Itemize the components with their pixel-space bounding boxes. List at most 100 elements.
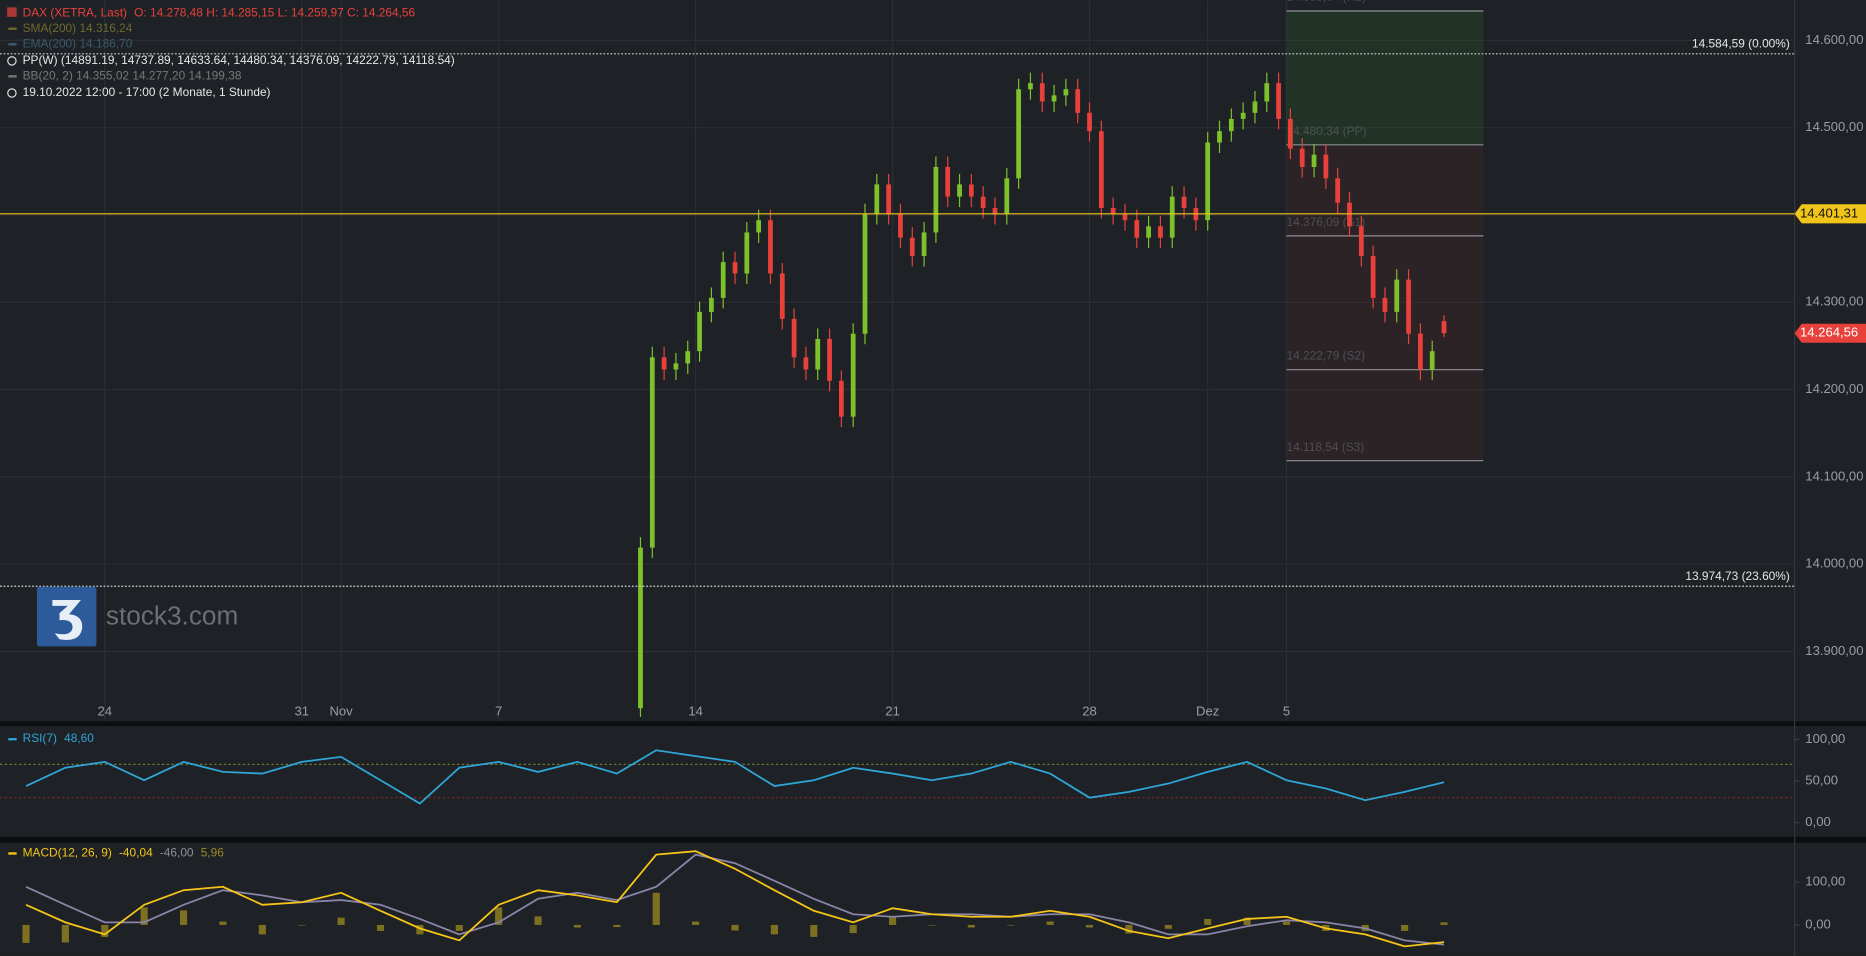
histogram-bar bbox=[810, 924, 818, 937]
pivot-label: 14.480,34 (PP) bbox=[1286, 124, 1366, 138]
candle-body bbox=[697, 311, 702, 352]
candle-body bbox=[779, 273, 785, 319]
histogram-bar bbox=[219, 921, 227, 925]
candle-body bbox=[685, 351, 691, 364]
pivot-label: 14.633,64 (R1) bbox=[1286, 0, 1365, 4]
candle-body bbox=[1217, 131, 1222, 143]
pivot-label: 14.118,54 (S3) bbox=[1286, 440, 1364, 454]
candle-body bbox=[1429, 351, 1435, 370]
legend-macd: MACD(12, 26, 9) -40,04 -46,00 5,96 bbox=[23, 846, 225, 860]
legend-sma: SMA(200) 14.316,24 bbox=[23, 21, 133, 35]
candle-body bbox=[803, 357, 809, 370]
x-tick-label: 21 bbox=[885, 703, 900, 718]
candle-body bbox=[1288, 118, 1293, 149]
price-badge-label: 14.264,56 bbox=[1800, 325, 1858, 340]
hist-value: 5,96 bbox=[201, 846, 225, 860]
histogram-bar bbox=[416, 924, 424, 935]
rsi-title: RSI(7) bbox=[23, 731, 57, 745]
candle-body bbox=[1205, 142, 1211, 221]
legend-icon bbox=[7, 7, 17, 17]
histogram-bar bbox=[1282, 921, 1291, 925]
candle-body bbox=[815, 338, 821, 370]
candle-body bbox=[1418, 333, 1423, 370]
candle-body bbox=[1228, 118, 1234, 132]
histogram-bar bbox=[928, 924, 936, 926]
x-tick-label: Nov bbox=[329, 703, 353, 718]
histogram-bar bbox=[1401, 924, 1409, 931]
candle-body bbox=[1004, 178, 1010, 215]
legend-title: DAX (XETRA, Last) O: 14.278,48 H: 14.285,… bbox=[23, 5, 416, 19]
candle-body bbox=[886, 184, 892, 215]
histogram-bar bbox=[298, 924, 306, 926]
symbol: DAX (XETRA, Last) bbox=[23, 5, 127, 19]
pivot-label: 14.222,79 (S2) bbox=[1286, 349, 1365, 363]
candle-body bbox=[1181, 196, 1187, 208]
watermark: stock3.com bbox=[36, 586, 238, 647]
candle-body bbox=[1394, 279, 1400, 312]
histogram-bar bbox=[101, 924, 109, 937]
candle-body bbox=[1276, 83, 1281, 119]
legend-ema: EMA(200) 14.186,70 bbox=[23, 36, 133, 50]
legend: DAX (XETRA, Last) O: 14.278,48 H: 14.285,… bbox=[7, 5, 455, 860]
candle-body bbox=[1110, 207, 1116, 215]
histogram-bar bbox=[967, 924, 975, 928]
histogram-bar bbox=[692, 921, 700, 925]
histogram-bar bbox=[337, 917, 345, 925]
price-badge bbox=[1794, 204, 1866, 224]
y-tick-label: 14.200,00 bbox=[1805, 381, 1863, 396]
candle-body bbox=[649, 357, 655, 548]
histogram-bar bbox=[1164, 924, 1172, 929]
histogram-bar bbox=[1046, 921, 1054, 925]
histogram-bar bbox=[140, 907, 148, 925]
histogram-bar bbox=[22, 924, 30, 943]
series-line bbox=[25, 853, 1445, 946]
candle-body bbox=[1358, 226, 1364, 257]
y-tick-label: 14.000,00 bbox=[1805, 556, 1863, 571]
candle-body bbox=[945, 166, 951, 197]
watermark-text: stock3.com bbox=[106, 601, 238, 631]
candle-body bbox=[661, 357, 667, 370]
histogram-bar bbox=[731, 924, 739, 931]
y-tick-label: 14.100,00 bbox=[1805, 468, 1863, 483]
x-tick-label: 7 bbox=[495, 703, 502, 718]
candle-body bbox=[1134, 220, 1140, 238]
y-tick-label: 14.300,00 bbox=[1805, 294, 1863, 309]
candle-body bbox=[1051, 95, 1057, 102]
pivot-zone bbox=[1286, 10, 1484, 145]
candle-body bbox=[1169, 196, 1175, 238]
candle-body bbox=[1441, 321, 1447, 334]
x-tick-label: 31 bbox=[294, 703, 309, 718]
candle-body bbox=[1311, 154, 1317, 167]
histogram-bar bbox=[495, 907, 503, 925]
candle-body bbox=[992, 207, 998, 215]
candle-body bbox=[638, 547, 643, 709]
candle-body bbox=[850, 333, 856, 417]
y-tick-label: 13.900,00 bbox=[1805, 643, 1863, 658]
x-tick-label: 5 bbox=[1283, 703, 1290, 718]
candle-body bbox=[1122, 214, 1128, 221]
candle-body bbox=[732, 262, 738, 274]
candle-body bbox=[708, 297, 714, 312]
x-tick-label: 24 bbox=[98, 703, 113, 718]
candle-body bbox=[909, 237, 915, 257]
logo-glyph bbox=[52, 599, 83, 640]
x-tick-label: Dez bbox=[1196, 703, 1219, 718]
legend-rsi: RSI(7) 48,60 bbox=[23, 731, 95, 745]
candle-body bbox=[673, 363, 679, 370]
candle-body bbox=[768, 220, 773, 274]
histogram-bar bbox=[455, 924, 463, 931]
price-badge bbox=[1794, 323, 1866, 343]
y-tick-label: 50,00 bbox=[1805, 773, 1838, 788]
ohlc: O: 14.278,48 H: 14.285,15 L: 14.259,97 C… bbox=[134, 5, 415, 19]
panel-divider bbox=[0, 836, 1866, 843]
rsi-value: 48,60 bbox=[64, 731, 94, 745]
candle-body bbox=[968, 184, 974, 197]
legend-swatch bbox=[8, 738, 17, 741]
candle-body bbox=[827, 338, 832, 381]
panel-plot: 14.633,64 (R1) 14.480,34 (PP) 14.376,09 (S… bbox=[0, 0, 1795, 722]
legend-swatch bbox=[8, 27, 17, 30]
candle-body bbox=[898, 214, 903, 238]
